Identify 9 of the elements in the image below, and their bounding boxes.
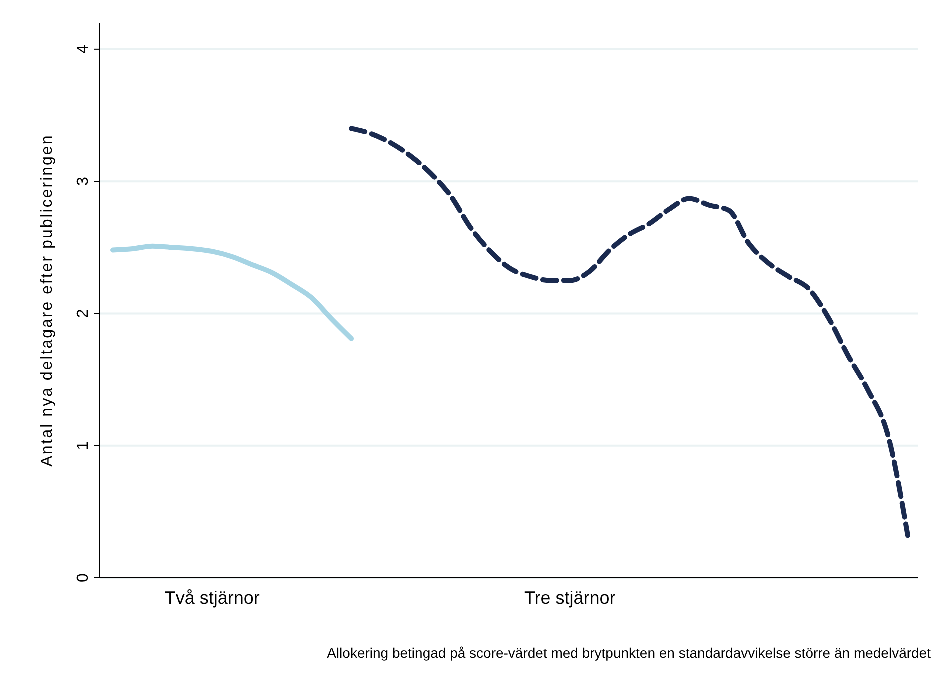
y-axis-title: Antal nya deltagare efter publiceringen <box>39 134 56 467</box>
y-tick-label: 2 <box>75 309 92 318</box>
x-axis-title: Allokering betingad på score-värdet med brytpunkten en standardavvikelse större än medelvärdet <box>327 645 932 661</box>
x-tick-label: Två stjärnor <box>164 588 260 608</box>
y-tick-label: 4 <box>75 44 92 54</box>
y-tick-label: 3 <box>75 177 92 186</box>
y-tick-label: 0 <box>75 573 92 582</box>
x-tick-label: Tre stjärnor <box>524 588 616 608</box>
y-tick-label: 1 <box>75 441 92 450</box>
